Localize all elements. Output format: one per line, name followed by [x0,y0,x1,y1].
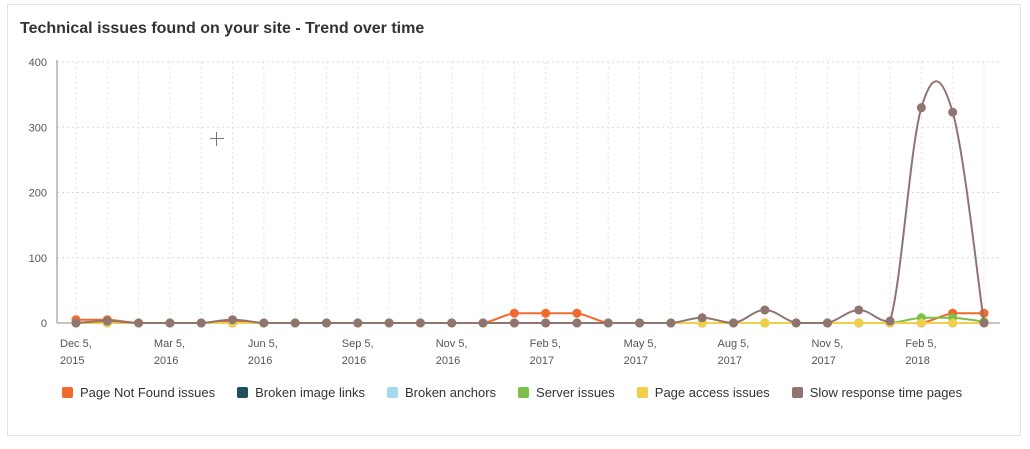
legend-label: Broken image links [255,385,365,400]
legend-item-page-not-found-issues[interactable]: Page Not Found issues [62,385,215,400]
data-point-slow-response-time-pages [885,316,895,326]
data-point-slow-response-time-pages [228,315,238,325]
data-point-slow-response-time-pages [353,318,363,328]
data-point-page-access-issues [916,318,926,328]
x-tick-label: Feb 5, [530,338,561,350]
x-tick-label: 2016 [154,355,178,367]
y-tick-label: 0 [41,318,47,330]
data-point-slow-response-time-pages [478,318,488,328]
x-tick-label: 2018 [905,355,929,367]
y-tick-label: 200 [29,188,47,200]
data-point-slow-response-time-pages [447,318,457,328]
y-tick-label: 400 [29,57,47,69]
x-tick-label: 2016 [436,355,460,367]
legend-swatch [518,387,530,398]
legend-item-slow-response-time-pages[interactable]: Slow response time pages [791,385,963,400]
x-tick-label: Feb 5, [905,338,936,350]
data-point-slow-response-time-pages [729,318,739,328]
data-point-slow-response-time-pages [916,103,926,113]
legend-label: Server issues [536,385,615,400]
data-point-slow-response-time-pages [415,318,425,328]
x-tick-label: 2017 [811,355,835,367]
x-tick-label: Jun 5, [248,338,278,350]
data-point-slow-response-time-pages [71,318,81,328]
data-point-slow-response-time-pages [791,318,801,328]
data-point-page-access-issues [760,318,770,328]
legend-label: Page access issues [654,385,770,400]
x-tick-label: 2016 [342,355,366,367]
data-point-page-not-found-issues [572,308,582,318]
data-point-slow-response-time-pages [259,318,269,328]
legend-swatch [791,387,803,398]
legend-item-broken-image-links[interactable]: Broken image links [237,385,365,400]
x-tick-label: 2017 [718,355,742,367]
data-point-slow-response-time-pages [666,318,676,328]
legend-label: Slow response time pages [809,385,963,400]
x-tick-label: Nov 5, [436,338,468,350]
x-tick-label: 2017 [530,355,554,367]
data-point-page-access-issues [854,318,864,328]
data-point-slow-response-time-pages [321,318,331,328]
data-point-slow-response-time-pages [102,316,112,326]
data-point-slow-response-time-pages [196,318,206,328]
data-point-slow-response-time-pages [979,318,989,328]
data-point-slow-response-time-pages [948,107,958,117]
data-point-slow-response-time-pages [165,318,175,328]
data-point-page-not-found-issues [509,308,519,318]
legend-swatch [636,387,648,398]
data-point-slow-response-time-pages [697,313,707,323]
x-tick-label: Sep 5, [342,338,374,350]
legend-swatch [237,387,249,398]
legend-item-server-issues[interactable]: Server issues [518,385,615,400]
data-point-slow-response-time-pages [822,318,832,328]
data-point-page-access-issues [948,318,958,328]
chart-legend: Page Not Found issues Broken image links B… [62,385,984,400]
legend-label: Broken anchors [404,385,497,400]
data-point-slow-response-time-pages [509,318,519,328]
legend-label: Page Not Found issues [80,385,216,400]
x-tick-label: May 5, [624,338,657,350]
y-tick-label: 100 [29,253,47,265]
data-point-slow-response-time-pages [603,318,613,328]
data-point-slow-response-time-pages [854,305,864,315]
data-point-slow-response-time-pages [541,318,551,328]
legend-swatch [386,387,398,398]
x-tick-label: Dec 5, [60,338,92,350]
data-point-slow-response-time-pages [290,318,300,328]
data-point-slow-response-time-pages [635,318,645,328]
crosshair-cursor-icon [210,132,224,146]
x-tick-label: Aug 5, [718,338,750,350]
data-point-slow-response-time-pages [134,318,144,328]
chart-card: Technical issues found on your site - Tr… [7,4,1021,436]
x-tick-label: 2016 [248,355,272,367]
x-tick-label: Nov 5, [811,338,843,350]
legend-item-broken-anchors[interactable]: Broken anchors [386,385,497,400]
x-tick-label: 2017 [624,355,648,367]
x-tick-label: Mar 5, [154,338,185,350]
data-point-page-not-found-issues [541,308,551,318]
data-point-slow-response-time-pages [572,318,582,328]
series-line-slow-response-time-pages [75,80,985,325]
x-tick-label: 2015 [60,355,84,367]
y-tick-label: 300 [29,122,47,134]
chart-title: Technical issues found on your site - Tr… [20,20,425,37]
data-point-slow-response-time-pages [384,318,394,328]
legend-swatch [62,387,73,398]
data-point-slow-response-time-pages [760,305,770,315]
legend-item-page-access-issues[interactable]: Page access issues [636,385,770,400]
